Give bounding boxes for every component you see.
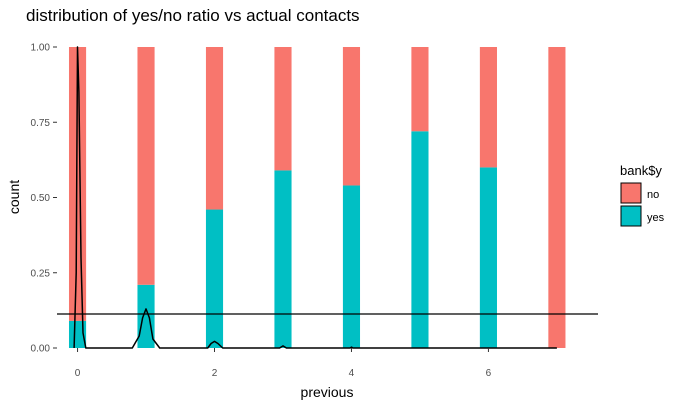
legend-label-no: no — [647, 189, 659, 201]
y-tick-label: 0.75 — [31, 118, 51, 129]
bar-no-5 — [411, 47, 429, 132]
y-tick-label: 1.00 — [31, 43, 51, 54]
x-tick-label: 0 — [75, 368, 81, 379]
bar-yes-5 — [411, 131, 429, 348]
legend-item-no: no — [620, 182, 659, 204]
legend-key-yes — [620, 205, 642, 227]
bar-yes-3 — [274, 170, 292, 348]
legend-key-no — [620, 182, 642, 204]
bar-no-6 — [479, 47, 497, 168]
legend-title: bank$y — [620, 163, 662, 178]
bar-yes-6 — [479, 167, 497, 348]
y-tick-label: 0.00 — [31, 344, 51, 355]
bar-no-0 — [68, 47, 87, 321]
bar-no-4 — [342, 47, 361, 186]
x-tick-label: 2 — [212, 368, 218, 379]
lines-layer — [57, 46, 598, 349]
chart-title: distribution of yes/no ratio vs actual c… — [26, 6, 360, 25]
bar-no-3 — [274, 47, 292, 171]
bar-no-1 — [137, 47, 155, 285]
x-axis-label: previous — [301, 384, 354, 400]
density-curve — [73, 46, 557, 349]
bars-layer — [68, 47, 566, 348]
bar-no-2 — [205, 47, 224, 210]
y-axis-label: count — [6, 180, 22, 214]
x-axis: 0 2 4 6 — [75, 348, 492, 379]
y-axis: 0.00 0.25 0.50 0.75 1.00 — [31, 43, 57, 355]
bar-yes-0 — [68, 320, 87, 348]
bar-yes-2 — [205, 209, 224, 348]
bar-yes-1 — [137, 284, 155, 348]
y-tick-label: 0.50 — [31, 193, 51, 204]
legend: bank$y no yes — [620, 163, 665, 227]
x-tick-label: 6 — [486, 368, 492, 379]
bar-no-7 — [548, 47, 566, 348]
legend-label-yes: yes — [647, 212, 665, 224]
legend-item-yes: yes — [620, 205, 665, 227]
x-tick-label: 4 — [349, 368, 355, 379]
y-tick-label: 0.25 — [31, 268, 51, 279]
bar-yes-4 — [342, 185, 361, 348]
